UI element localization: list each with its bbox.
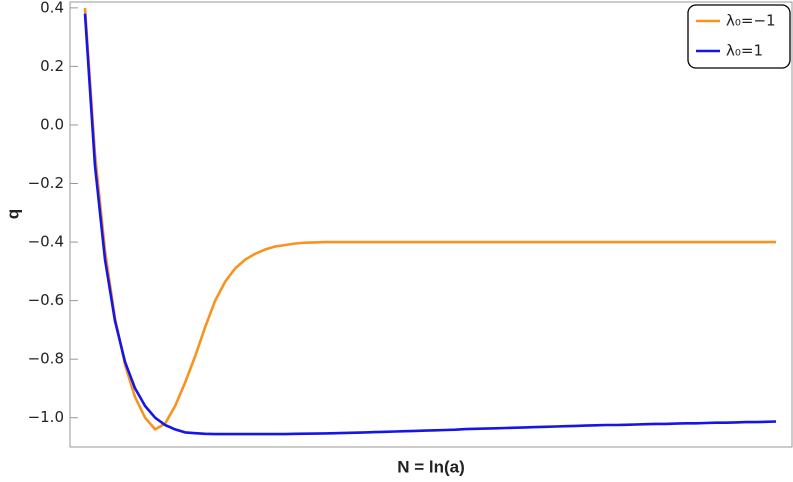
series-line	[83, 13, 777, 436]
legend-label: λ₀=1	[726, 42, 763, 60]
y-tick-label: −0.2	[28, 174, 64, 192]
plot-frame	[69, 1, 793, 448]
legend-label: λ₀=−1	[726, 12, 776, 30]
y-tick-label: −0.4	[28, 233, 64, 251]
x-axis-title: N = ln(a)	[397, 457, 465, 476]
y-tick-label: −0.6	[28, 291, 64, 309]
y-tick-label: −1.0	[28, 408, 64, 426]
y-axis-title: q	[3, 209, 22, 219]
y-tick-label: 0.4	[40, 0, 64, 16]
y-tick-label: 0.2	[40, 57, 64, 75]
y-tick-label: −0.8	[28, 350, 64, 368]
series-line	[83, 7, 776, 431]
y-tick-label: 0.0	[40, 115, 64, 133]
